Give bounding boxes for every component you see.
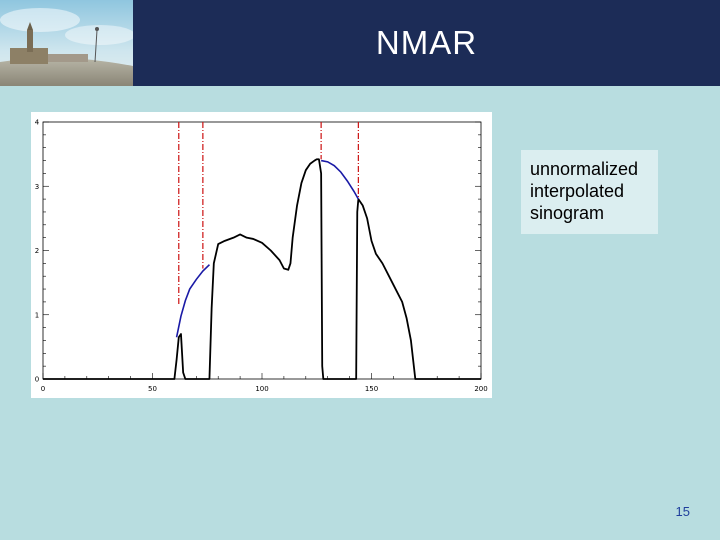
callout-line-1: unnormalized	[530, 159, 639, 179]
page-number: 15	[675, 504, 690, 519]
slide-title: NMAR	[375, 24, 478, 61]
callout-line-2: interpolated	[530, 181, 625, 201]
interpolated-series-line	[175, 264, 210, 338]
y-tick-label: 3	[35, 183, 39, 191]
y-tick-label: 2	[35, 247, 39, 255]
interpolated-series-line	[320, 159, 360, 200]
profile-series-line	[43, 158, 481, 380]
x-tick-label: 200	[474, 385, 487, 393]
callout-box: unnormalized interpolated sinogram	[521, 150, 658, 234]
university-photo	[0, 0, 133, 86]
y-tick-label: 0	[35, 376, 39, 384]
plot-frame	[42, 121, 482, 380]
x-tick-label: 100	[255, 385, 268, 393]
y-tick-label: 1	[35, 311, 39, 319]
y-tick-label: 4	[35, 119, 40, 127]
x-tick-label: 150	[365, 385, 378, 393]
x-tick-label: 0	[41, 385, 45, 393]
university-skyline-image	[0, 0, 133, 86]
x-tick-label: 50	[148, 385, 157, 393]
callout-line-3: sinogram	[530, 203, 605, 223]
sinogram-plot: 0 1 2 3 4 0 50 100 150 200	[31, 112, 492, 398]
sinogram-chart: 0 1 2 3 4 0 50 100 150 200	[35, 119, 488, 394]
